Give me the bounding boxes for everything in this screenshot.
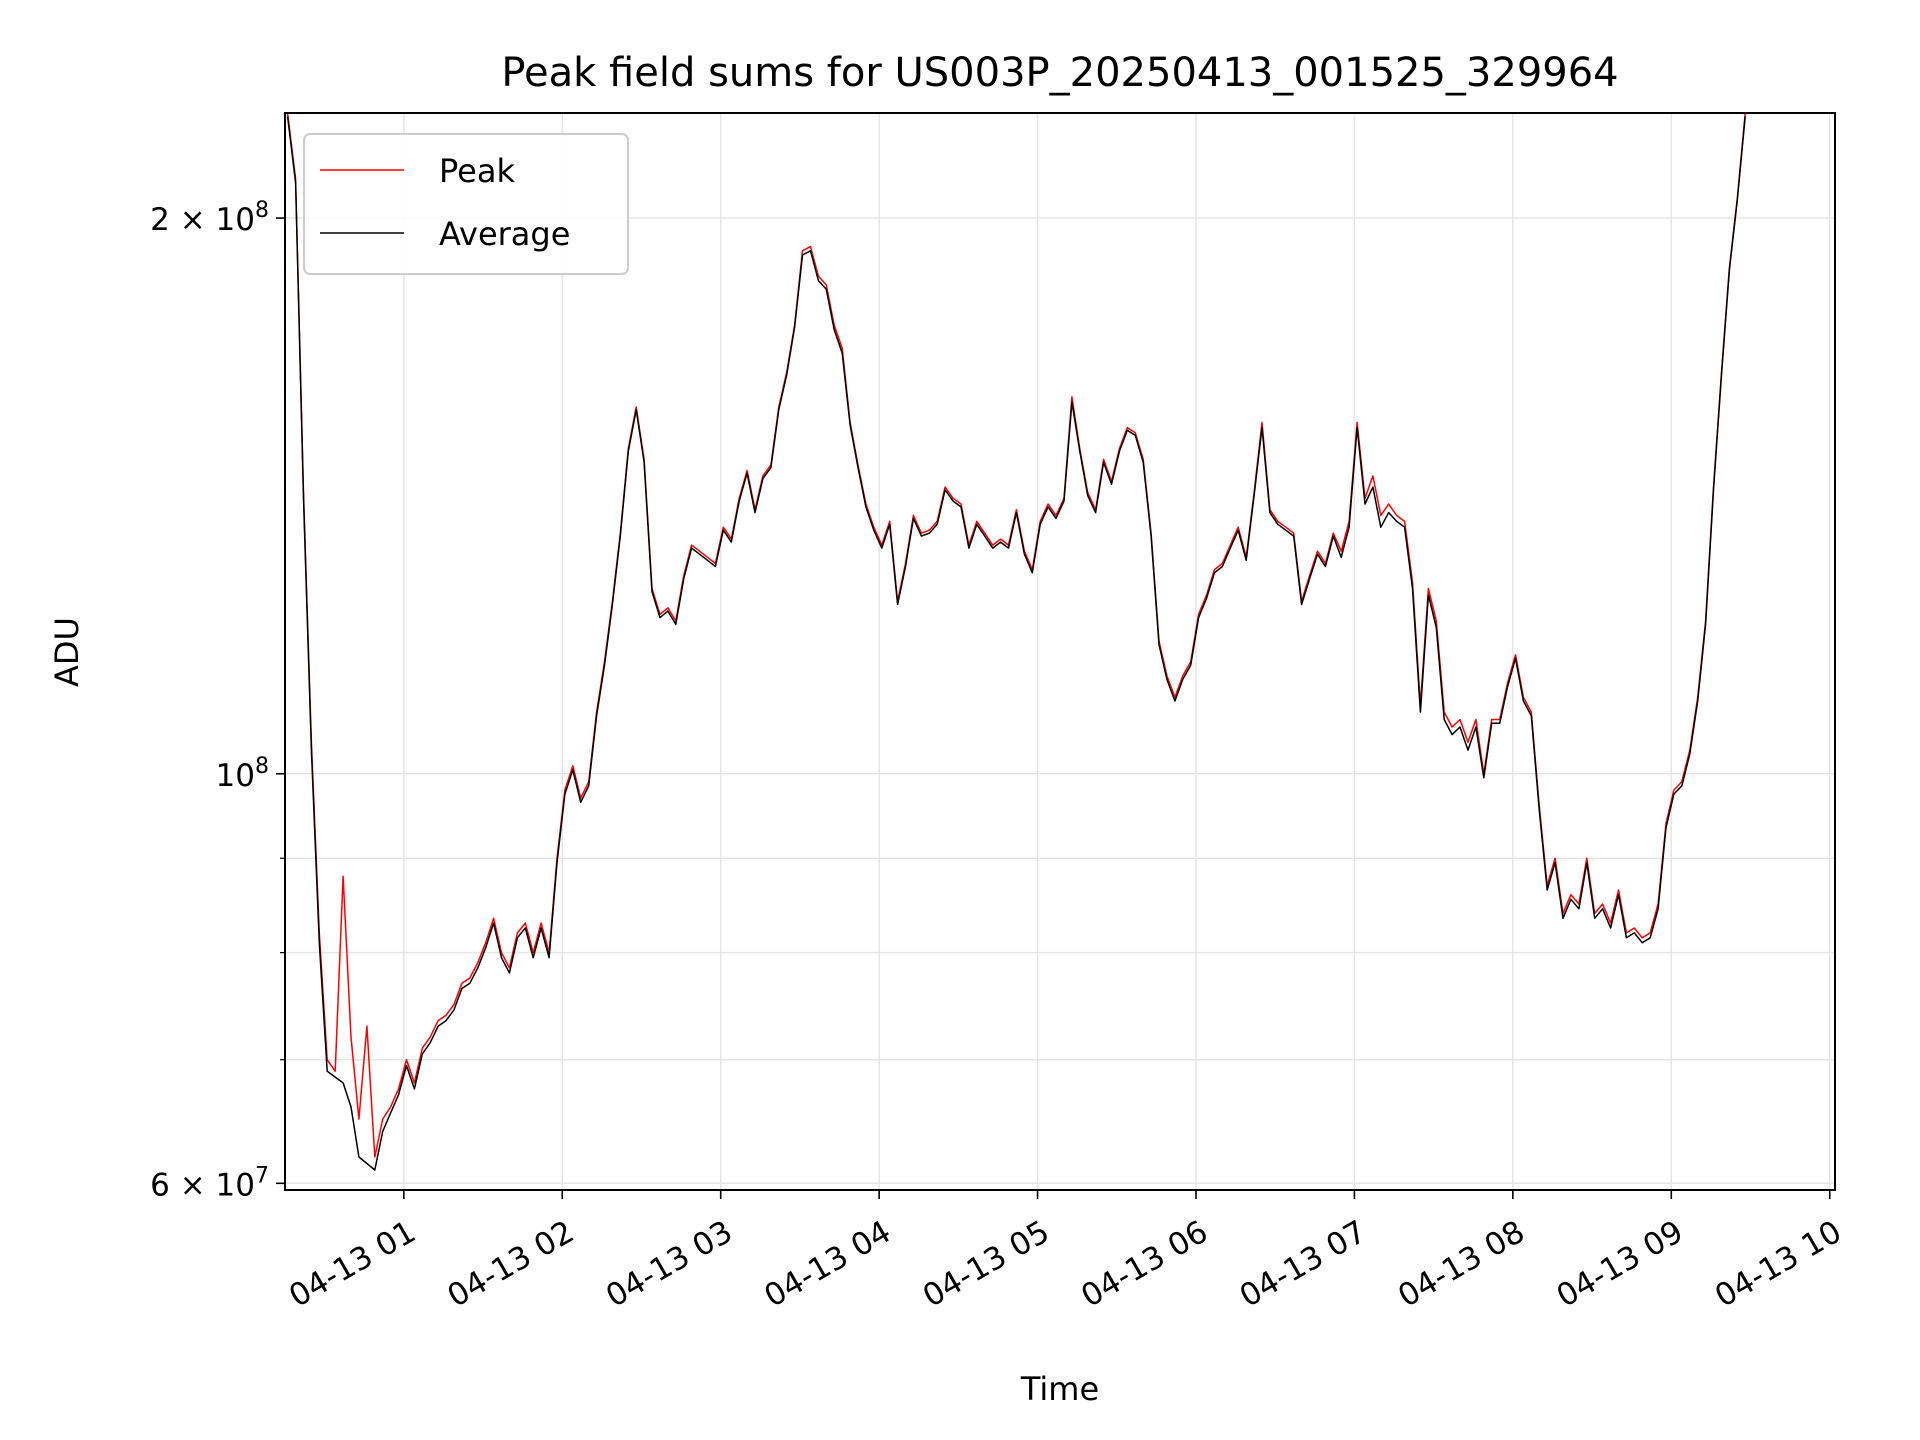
legend: Peak Average [303,133,629,275]
legend-frame [303,133,629,275]
y-tick-exponent: 7 [255,1163,269,1188]
legend-label-average: Average [439,215,570,253]
y-tick-exponent: 8 [255,198,269,223]
legend-label-peak: Peak [439,152,515,190]
x-axis: 04-13 01 04-13 02 04-13 03 04-13 04 04-13 05… [283,1190,1848,1315]
x-tick-label: 04-13 09 [1551,1214,1690,1315]
x-tick-label: 04-13 02 [442,1214,581,1315]
x-tick-label: 04-13 06 [1075,1214,1214,1315]
x-tick-label: 04-13 07 [1234,1214,1373,1315]
y-tick-label: 108 [216,754,269,794]
x-tick-label: 04-13 03 [600,1214,739,1315]
y-tick-label: 6 × 107 [150,1163,269,1203]
series-line-average [286,116,1746,1171]
x-tick-label: 04-13 01 [283,1214,422,1315]
y-tick-times: × [170,202,216,238]
series-line-peak [286,113,1746,1158]
x-tick-label: 04-13 08 [1392,1214,1531,1315]
chart-title: Peak field sums for US003P_20250413_0015… [501,50,1618,96]
grid [285,113,1835,1190]
y-tick-base: 10 [216,202,255,238]
y-axis-label: ADU [48,617,86,687]
series-layer [286,113,1746,1171]
plot-frame [284,112,1836,1191]
x-tick-label: 04-13 10 [1709,1214,1848,1315]
x-axis-label: Time [1020,1370,1099,1408]
y-tick-exponent: 8 [255,754,269,779]
y-tick-mantissa: 2 [150,202,170,238]
y-tick-times: × [170,1167,216,1203]
y-tick-mantissa: 6 [150,1167,170,1203]
y-tick-base: 10 [216,758,255,794]
y-tick-base: 10 [216,1167,255,1203]
y-tick-label: 2 × 108 [150,198,269,238]
x-tick-label: 04-13 04 [758,1214,897,1315]
x-tick-label: 04-13 05 [917,1214,1056,1315]
